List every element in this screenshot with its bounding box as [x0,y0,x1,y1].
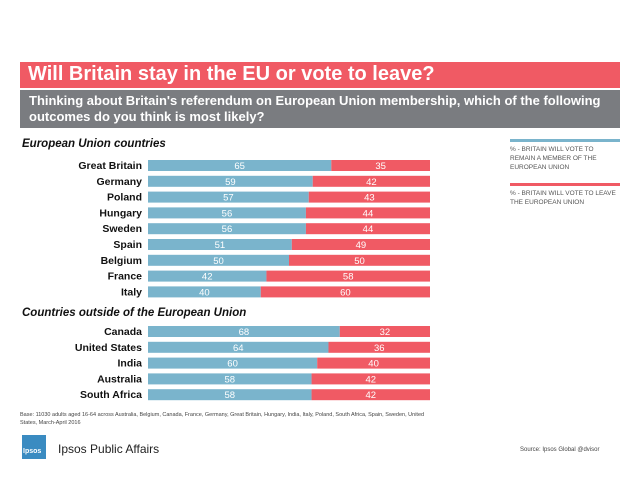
bar-remain-canada [148,326,340,337]
source-note: Source: Ipsos Global @dvisor [520,447,600,453]
data-label-leave-great-britain: 35 [375,161,386,172]
title-bar: Will Britain stay in the EU or vote to l… [20,62,620,88]
bar-leave-hungary [305,207,430,219]
data-label-leave-australia: 42 [365,374,376,385]
category-label-canada: Canada [104,326,142,338]
bar-leave-poland [308,191,430,203]
data-label-leave-india: 40 [368,359,379,370]
data-label-leave-spain: 49 [356,240,367,251]
subtitle-bar: Thinking about Britain's referendum on E… [20,90,620,128]
bar-leave-canada [339,326,430,337]
data-label-remain-belgium: 50 [213,256,224,267]
data-label-leave-belgium: 50 [354,256,365,267]
bar-remain-hungary [148,207,306,219]
question-text: Thinking about Britain's referendum on E… [29,93,601,124]
data-label-remain-france: 42 [202,272,213,283]
bar-leave-france [266,270,430,282]
bar-remain-sweden [148,223,306,235]
category-label-spain: Spain [113,239,142,251]
bar-leave-germany [312,175,430,187]
category-label-italy: Italy [121,286,142,298]
legend-leave-label: % - BRITAIN WILL VOTE TO LEAVE THE EUROP… [510,190,616,206]
data-label-leave-france: 58 [343,272,354,283]
category-label-australia: Australia [97,373,142,385]
category-label-hungary: Hungary [99,207,142,219]
data-label-remain-united-states: 64 [233,343,244,354]
bar-leave-sweden [305,223,430,235]
category-label-poland: Poland [107,192,142,204]
bar-remain-united-states [148,341,329,353]
ipsos-logo-icon: Ipsos [22,435,46,459]
bar-leave-belgium [289,254,430,266]
data-label-leave-italy: 60 [340,287,351,298]
bar-leave-spain [291,239,430,250]
section-title-eu: European Union countries [22,138,166,150]
data-label-remain-germany: 59 [225,177,236,188]
bar-remain-italy [148,286,261,298]
data-label-remain-spain: 51 [215,240,226,251]
data-label-remain-india: 60 [227,359,238,370]
bar-remain-great-britain [148,160,332,171]
brand-name: Ipsos Public Affairs [58,442,160,456]
data-label-remain-south-africa: 58 [224,390,235,401]
category-label-united-states: United States [75,342,142,354]
category-label-belgium: Belgium [101,255,142,267]
bar-leave-australia [311,373,430,385]
base-note: Base: 11030 adults aged 16-64 across Aus… [20,412,425,426]
bar-remain-australia [148,373,312,385]
category-label-germany: Germany [96,176,142,188]
bar-remain-germany [148,175,313,187]
bar-remain-india [148,357,318,369]
data-label-remain-canada: 68 [239,327,250,338]
category-label-india: India [117,358,142,370]
data-label-leave-sweden: 44 [363,224,374,235]
data-label-remain-poland: 57 [223,193,234,204]
legend-leave-swatch [510,183,620,186]
data-label-remain-australia: 58 [224,374,235,385]
category-label-great-britain: Great Britain [78,160,142,172]
data-label-remain-italy: 40 [199,287,210,298]
data-label-remain-great-britain: 65 [234,161,245,172]
bar-remain-poland [148,191,309,203]
data-label-leave-poland: 43 [364,193,375,204]
data-label-remain-sweden: 56 [222,224,233,235]
legend-remain-swatch [510,139,620,142]
data-label-leave-canada: 32 [380,327,391,338]
bar-remain-france [148,270,267,282]
category-label-south-africa: South Africa [80,389,142,401]
data-label-leave-germany: 42 [366,177,377,188]
bar-remain-spain [148,239,292,250]
logo-text: Ipsos [23,448,42,455]
bar-remain-belgium [148,254,289,266]
bar-leave-great-britain [331,160,430,171]
data-label-leave-united-states: 36 [374,343,385,354]
legend-remain-label: % - BRITAIN WILL VOTE TO REMAIN A MEMBER… [510,146,597,171]
bar-leave-united-states [328,341,430,353]
section-title-non-eu: Countries outside of the European Union [22,307,247,319]
bar-remain-south-africa [148,389,312,401]
bar-leave-south-africa [311,389,430,401]
bar-leave-india [317,357,430,369]
data-label-leave-hungary: 44 [363,208,374,219]
data-label-leave-south-africa: 42 [365,390,376,401]
category-label-france: France [108,271,143,283]
page-title: Will Britain stay in the EU or vote to l… [28,63,435,85]
bar-leave-italy [260,286,430,298]
category-label-sweden: Sweden [102,223,142,235]
data-label-remain-hungary: 56 [222,208,233,219]
